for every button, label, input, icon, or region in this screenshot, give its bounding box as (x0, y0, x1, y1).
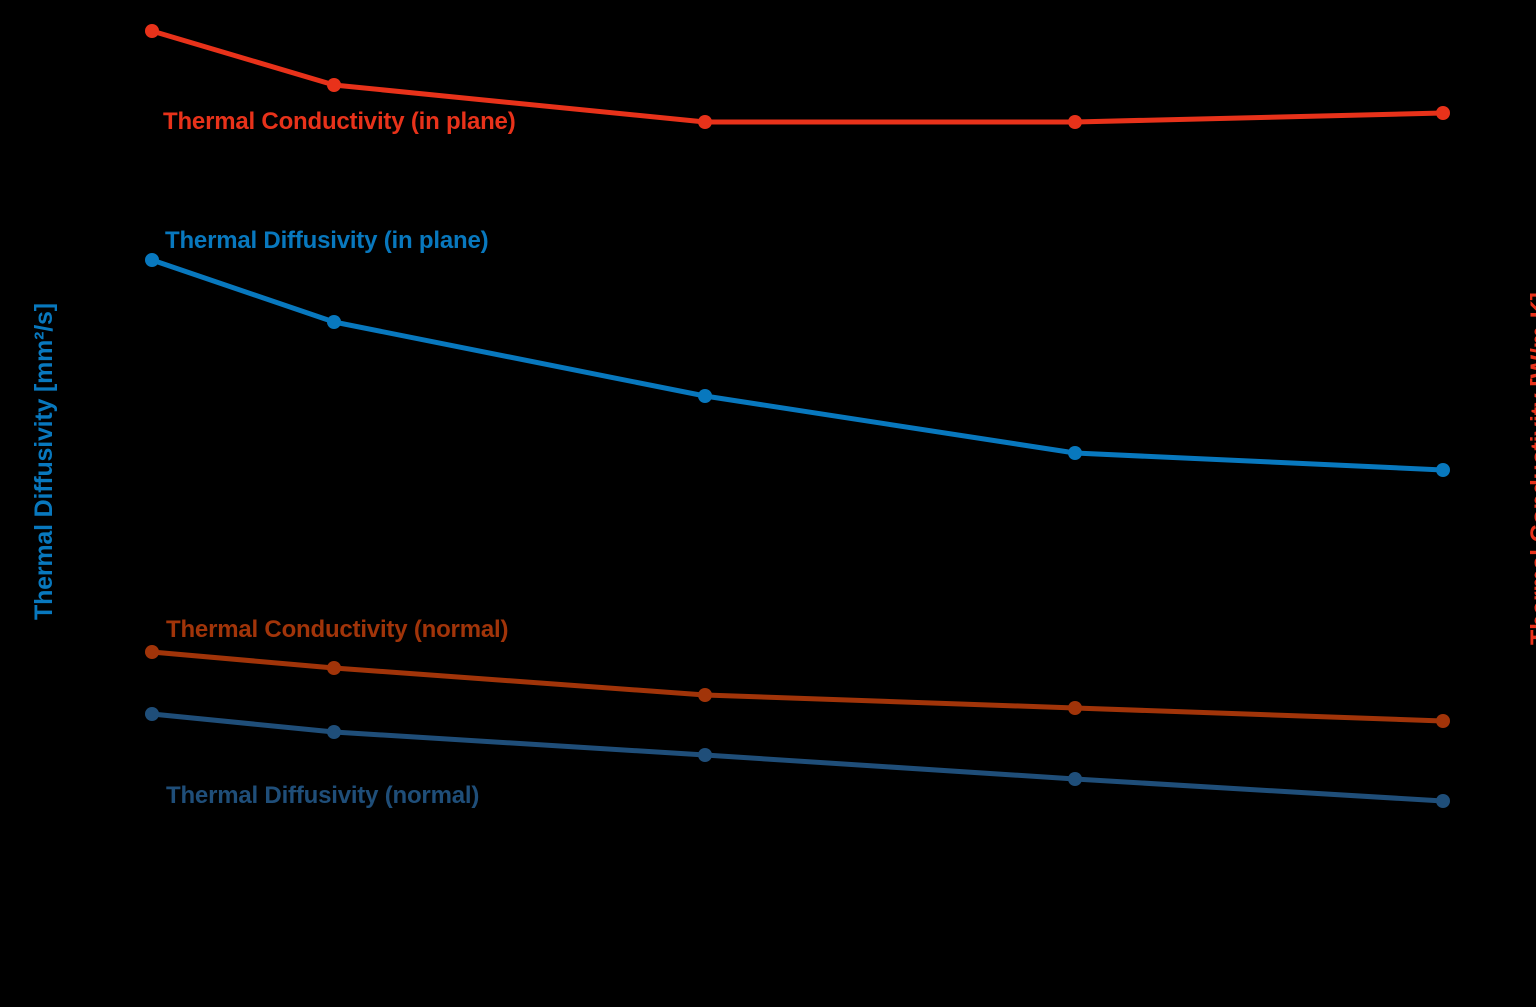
data-point-marker (327, 725, 341, 739)
series-label-thermal-diffusivity-normal: Thermal Diffusivity (normal) (166, 782, 480, 809)
data-point-marker (1436, 106, 1450, 120)
data-point-marker (1068, 115, 1082, 129)
data-point-marker (1068, 446, 1082, 460)
series-thermal-conductivity-in-plane (145, 24, 1450, 129)
data-point-marker (327, 78, 341, 92)
y-axis-right-label: Thermal Conductivity [W/m·K] (1496, 0, 1536, 1007)
series-thermal-diffusivity-normal (145, 707, 1450, 808)
data-point-marker (698, 115, 712, 129)
data-point-marker (1436, 463, 1450, 477)
data-point-marker (698, 389, 712, 403)
data-point-marker (1068, 701, 1082, 715)
series-label-thermal-conductivity-in-plane: Thermal Conductivity (in plane) (163, 108, 516, 135)
data-point-marker (145, 253, 159, 267)
series-thermal-conductivity-normal (145, 645, 1450, 728)
y-axis-left-label: Thermal Diffusivity [mm²/s] (0, 0, 58, 1007)
data-point-marker (1436, 714, 1450, 728)
y-axis-right-label-text: Thermal Conductivity [W/m·K] (1526, 292, 1536, 645)
series-group (145, 24, 1450, 808)
data-point-marker (1436, 794, 1450, 808)
series-label-thermal-diffusivity-in-plane: Thermal Diffusivity (in plane) (165, 227, 489, 254)
data-point-marker (1068, 772, 1082, 786)
data-point-marker (327, 315, 341, 329)
series-thermal-diffusivity-in-plane (145, 253, 1450, 477)
data-point-marker (145, 24, 159, 38)
series-label-thermal-conductivity-normal: Thermal Conductivity (normal) (166, 616, 509, 643)
data-point-marker (698, 688, 712, 702)
data-point-marker (145, 645, 159, 659)
data-point-marker (327, 661, 341, 675)
data-point-marker (698, 748, 712, 762)
data-point-marker (145, 707, 159, 721)
y-axis-left-label-text: Thermal Diffusivity [mm²/s] (30, 303, 58, 620)
